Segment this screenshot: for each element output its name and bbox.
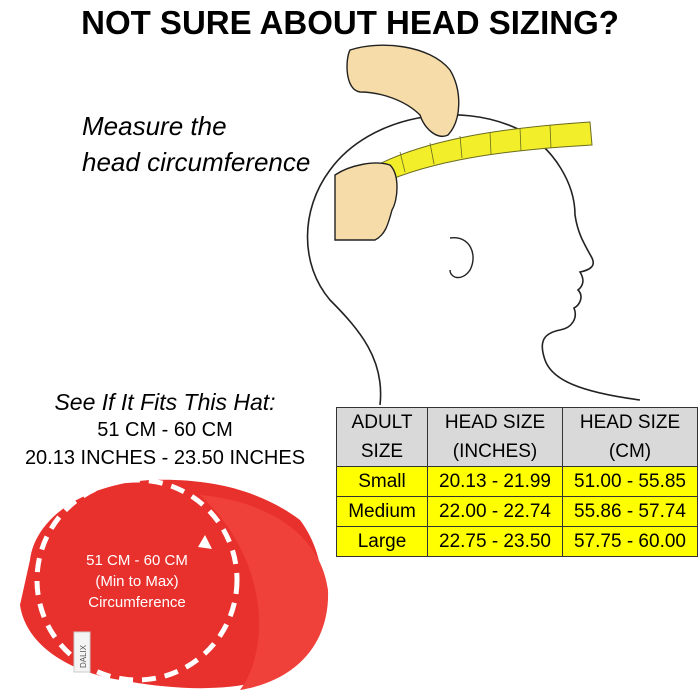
fit-heading: See If It Fits This Hat: — [54, 389, 276, 415]
size-cell: Large — [336, 526, 428, 557]
tape-ticks — [399, 124, 552, 173]
instruction-line-2: head circumference — [82, 147, 311, 177]
hat-brim — [200, 495, 329, 690]
measure-instruction: Measure the head circumference — [82, 108, 310, 180]
inches-cell: 22.00 - 22.74 — [427, 496, 563, 527]
inches-cell: 22.75 - 23.50 — [427, 526, 563, 557]
hat-label-caption: Circumference — [88, 594, 186, 611]
header-head-size-cm: HEAD SIZE (CM) — [562, 407, 698, 467]
hat-label-note: (Min to Max) — [95, 573, 179, 590]
header-head-size-inches: HEAD SIZE (INCHES) — [427, 407, 563, 467]
hat-circumference-label: 51 CM - 60 CM (Min to Max) Circumference — [52, 550, 222, 613]
header-adult-size: ADULT SIZE — [336, 407, 428, 467]
circumference-dashed-circle — [34, 477, 240, 683]
brand-tag-text: DALIX — [79, 644, 88, 668]
ear-outline — [449, 237, 474, 279]
cm-cell: 51.00 - 55.85 — [562, 466, 698, 497]
size-table: ADULT SIZE HEAD SIZE (INCHES) HEAD SIZE (CM… — [336, 407, 698, 557]
hat-label-range: 51 CM - 60 CM — [86, 552, 188, 569]
cm-cell: 57.75 - 60.00 — [562, 526, 698, 557]
table-row: Medium 22.00 - 22.74 55.86 - 57.74 — [336, 496, 698, 527]
table-header-row: ADULT SIZE HEAD SIZE (INCHES) HEAD SIZE (CM… — [336, 407, 698, 467]
table-row: Large 22.75 - 23.50 57.75 - 60.00 — [336, 526, 698, 557]
inches-cell: 20.13 - 21.99 — [427, 466, 563, 497]
size-cell: Small — [336, 466, 428, 497]
size-cell: Medium — [336, 496, 428, 527]
fit-info: See If It Fits This Hat: 51 CM - 60 CM 2… — [0, 388, 330, 472]
brand-tag — [73, 631, 91, 673]
head-outline — [306, 114, 641, 406]
table-row: Small 20.13 - 21.99 51.00 - 55.85 — [336, 466, 698, 497]
measuring-tape — [367, 121, 593, 187]
page-title: NOT SURE ABOUT HEAD SIZING? — [81, 4, 619, 41]
fit-inch-range: 20.13 INCHES - 23.50 INCHES — [24, 447, 306, 469]
top-hand — [346, 44, 460, 137]
cm-cell: 55.86 - 57.74 — [562, 496, 698, 527]
instruction-line-1: Measure the — [82, 111, 227, 141]
fit-cm-range: 51 CM - 60 CM — [97, 419, 233, 441]
bottom-hand — [334, 162, 398, 241]
direction-arrow-icon — [198, 535, 212, 549]
